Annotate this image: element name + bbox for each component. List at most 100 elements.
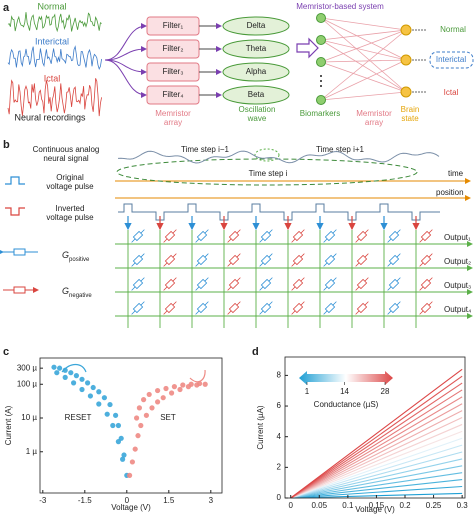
pulse-icon	[5, 176, 25, 185]
data-point	[169, 390, 175, 396]
text-part: G	[62, 286, 69, 296]
memristor-body	[420, 254, 432, 266]
data-line	[290, 451, 463, 499]
signal-label: Interictal	[35, 36, 69, 46]
memristor	[323, 277, 337, 291]
text-part: G	[62, 250, 69, 260]
data-point	[155, 387, 161, 394]
y-tick-label: 300 µ	[17, 363, 38, 372]
y-tick-label: 1 µ	[26, 447, 38, 456]
memristor-body	[420, 230, 432, 242]
colorbar-tick-label: 28	[381, 387, 390, 396]
memristor	[195, 229, 209, 243]
data-point	[79, 376, 85, 382]
colorbar-tick-label: 1	[305, 387, 310, 396]
axis-label: position	[436, 188, 464, 197]
system-title: Memristor-based system	[296, 2, 384, 11]
x-tick-label: -1.5	[78, 496, 92, 505]
g-label: Gpositive	[62, 250, 90, 262]
data-point	[110, 422, 116, 429]
caption: neural signal	[43, 154, 89, 163]
memristor	[163, 301, 177, 315]
time-window	[254, 148, 280, 162]
data-line	[290, 437, 463, 499]
memristor	[323, 253, 337, 267]
memristor-body	[132, 254, 144, 266]
data-line	[290, 410, 463, 499]
connection	[320, 61, 407, 93]
memristor-body	[260, 254, 272, 266]
band-label: Delta	[247, 21, 266, 30]
memristor	[131, 229, 145, 243]
caption: wave	[247, 114, 267, 123]
data-point	[68, 370, 74, 376]
connection	[320, 39, 407, 61]
memristor-body	[388, 254, 400, 266]
y-tick-label: 4	[277, 432, 282, 441]
x-tick-label: 0.3	[457, 501, 469, 510]
connection	[320, 17, 407, 31]
annotation: RESET	[65, 413, 92, 422]
data-line	[290, 430, 463, 499]
g-label: Gnegative	[62, 286, 92, 298]
x-tick-label: 0.25	[426, 501, 442, 510]
x-tick-label: 0.05	[311, 501, 327, 510]
caption: Memristor	[155, 109, 191, 118]
band-ellipse	[222, 62, 290, 82]
memristor-body	[420, 278, 432, 290]
memristor-body	[132, 302, 144, 314]
memristor-body	[132, 230, 144, 242]
memristor	[131, 253, 145, 267]
data-point	[115, 439, 121, 445]
memristor-body	[228, 278, 240, 290]
memristor	[131, 277, 145, 291]
data-point	[115, 422, 121, 429]
axis-label: time	[448, 169, 464, 178]
connector	[104, 59, 147, 98]
panel-a: a Normal Interictal Ictal Neural recordi…	[3, 1, 474, 127]
memristor-body	[164, 230, 176, 242]
x-tick-label: 3	[209, 496, 214, 505]
memristor	[355, 229, 369, 243]
colorbar-tick-label: 14	[340, 387, 349, 396]
annotation: SET	[160, 413, 176, 422]
analog-signal	[117, 150, 440, 164]
caption: Original	[56, 173, 84, 182]
caption: Inverted	[56, 204, 85, 213]
data-point	[132, 446, 138, 452]
signal-wave	[7, 12, 102, 33]
filter-label: Filter₁	[163, 21, 184, 30]
plot-frame	[39, 357, 223, 494]
connection	[320, 59, 407, 63]
memristor	[355, 301, 369, 315]
biomarker-node	[316, 13, 326, 23]
data-point	[57, 365, 63, 371]
plot-frame	[284, 356, 466, 499]
memristor-body	[260, 278, 272, 290]
data-point	[96, 401, 102, 407]
data-point	[143, 412, 149, 418]
x-tick-label: 1.5	[163, 496, 175, 505]
memristor	[387, 301, 401, 315]
data-point	[149, 405, 155, 411]
caption: Memristor	[356, 109, 392, 118]
ellipsis-dot	[320, 75, 322, 77]
time-step: Time step i−1	[181, 145, 229, 154]
memristor-body	[260, 230, 272, 242]
colorbar	[299, 371, 393, 385]
signal-label: Ictal	[44, 73, 61, 83]
memristor	[195, 277, 209, 291]
data-point	[62, 374, 68, 380]
y-tick-label: 0	[277, 493, 282, 502]
biomarker-node	[316, 95, 326, 105]
memristor-body	[164, 302, 176, 314]
colorbar-label: Conductance (µS)	[314, 400, 379, 409]
pulse-icon	[5, 207, 25, 216]
time-window	[116, 158, 418, 186]
x-tick-label: 0.15	[369, 501, 385, 510]
data-line	[290, 368, 463, 499]
data-point	[202, 381, 208, 387]
band-label: Beta	[248, 90, 265, 99]
connection	[320, 29, 407, 63]
data-point	[177, 386, 183, 393]
